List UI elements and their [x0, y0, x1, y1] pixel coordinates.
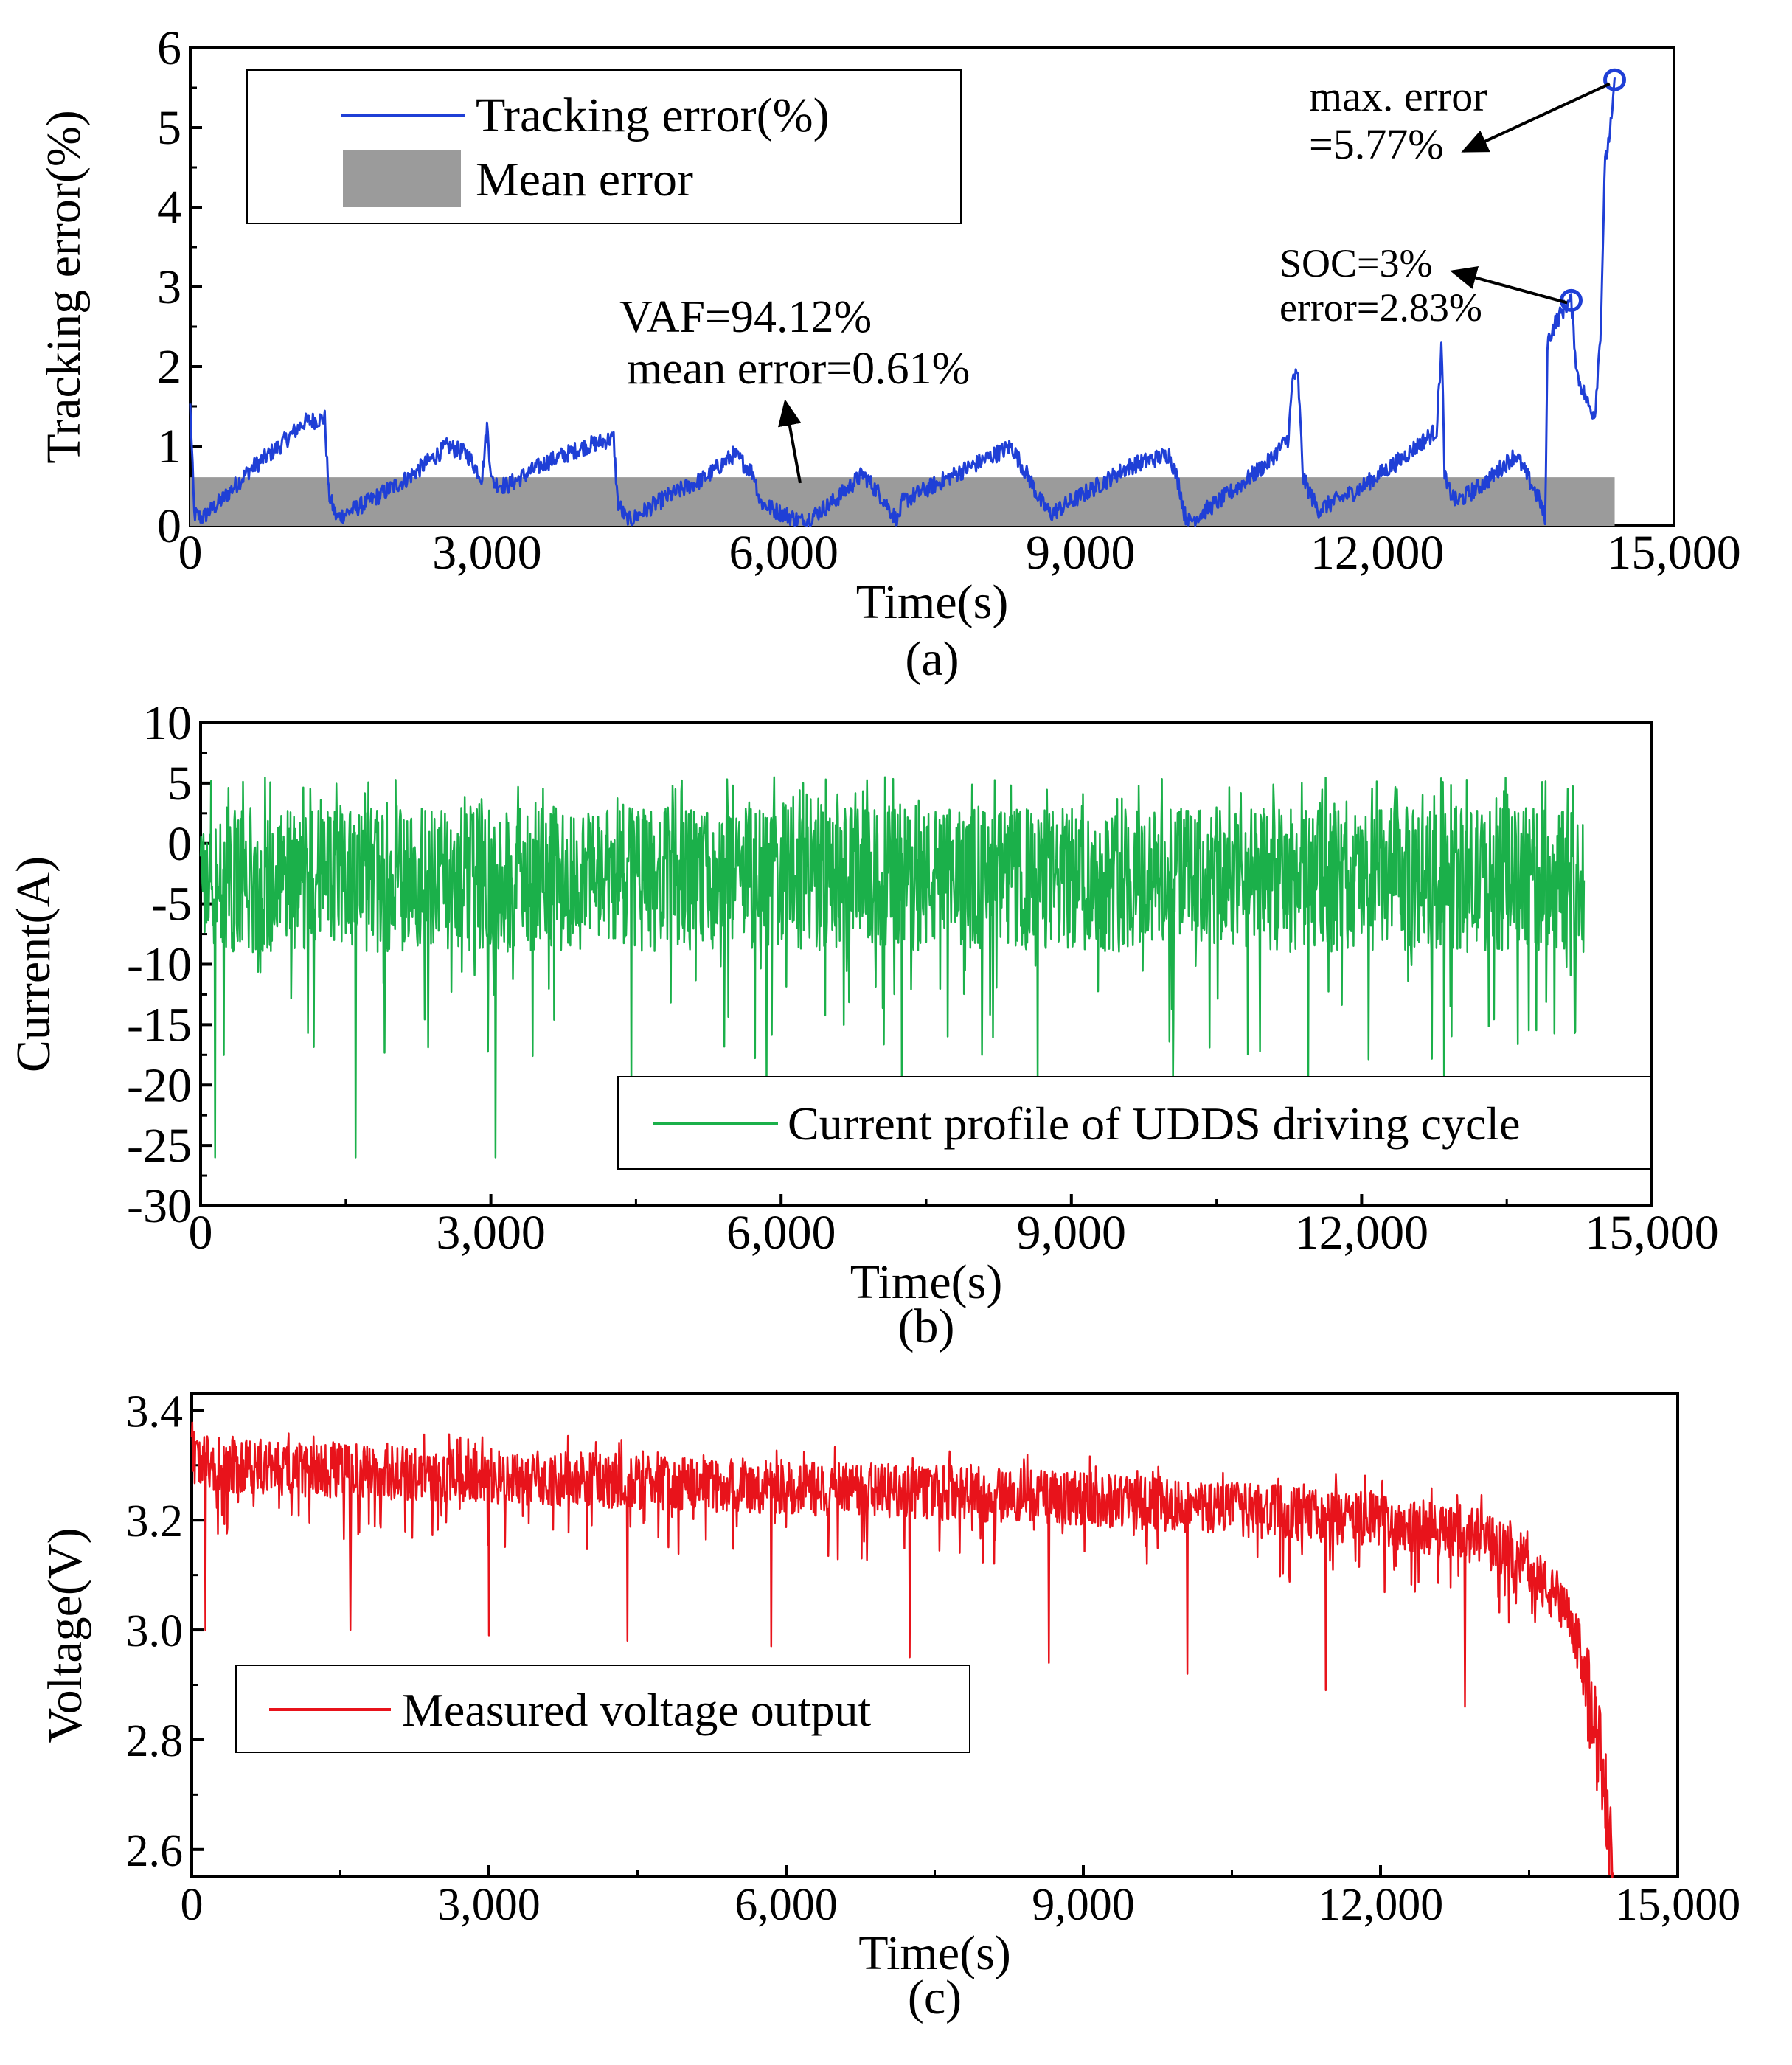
y-tick-label: -5: [151, 878, 192, 931]
panel-caption: (b): [898, 1299, 955, 1353]
x-tick-label: 9,000: [1017, 1206, 1127, 1260]
max-error-marker: [1603, 68, 1627, 91]
y-axis-label: Current(A): [7, 856, 60, 1072]
panel-a: 0 3,000 6,000 9,000 12,000 15,000 0 1 2 3 4 5 6 Time(…: [37, 21, 1741, 686]
y-tick-label: -25: [127, 1119, 192, 1173]
x-tick-label: 0: [181, 1880, 204, 1930]
annotation-vaf-line2: mean error=0.61%: [627, 344, 970, 394]
y-tick-label: 5: [167, 757, 192, 811]
y-tick-label: 3.2: [126, 1496, 184, 1547]
x-tick-label: 9,000: [1026, 526, 1136, 580]
x-axis-label: Time(s): [858, 1926, 1011, 1980]
panel-caption: (a): [905, 632, 959, 686]
panel-b: 0 3,000 6,000 9,000 12,000 15,000 -30 -25 -20 -15…: [7, 696, 1719, 1353]
annotation-soc-line1: SOC=3%: [1279, 241, 1432, 285]
y-tick-label: 6: [157, 21, 181, 75]
y-tick-label: 10: [143, 696, 192, 750]
legend-swatch-mean: [343, 150, 461, 207]
x-tick-label: 6,000: [729, 526, 839, 580]
y-tick-label: -10: [127, 938, 192, 992]
voltage-line: [190, 1421, 1614, 1879]
y-tick-label: 4: [157, 181, 181, 235]
tracking-error-line: [189, 77, 1616, 527]
annotation-max-error-line2: =5.77%: [1309, 120, 1444, 168]
x-tick-label: 15,000: [1607, 526, 1741, 580]
y-axis-label: Tracking error(%): [37, 110, 91, 464]
y-tick-label: -20: [127, 1058, 192, 1112]
x-tick-label: 9,000: [1032, 1880, 1135, 1930]
x-axis-label: Time(s): [850, 1255, 1003, 1309]
x-tick-label: 0: [178, 526, 203, 580]
x-tick-label: 3,000: [436, 1206, 546, 1260]
legend-box: [617, 1076, 1651, 1170]
x-tick-label: 15,000: [1585, 1206, 1719, 1260]
annotation-max-error-line1: max. error: [1309, 72, 1487, 120]
y-tick-label: 3.0: [126, 1606, 184, 1656]
x-tick-label: 6,000: [726, 1206, 836, 1260]
panel-c: 0 3,000 6,000 9,000 12,000 15,000 2.6 2.8 3.0 3.2…: [38, 1386, 1740, 2024]
y-tick-label: 2.6: [126, 1826, 184, 1876]
legend-label-mean: Mean error: [476, 153, 693, 206]
panel-caption: (c): [908, 1971, 962, 2024]
x-tick-label: 0: [189, 1206, 213, 1260]
x-tick-label: 15,000: [1615, 1880, 1741, 1930]
legend-label-tracking: Tracking error(%): [476, 88, 830, 142]
y-tick-label: 0: [167, 817, 192, 871]
x-tick-label: 12,000: [1318, 1880, 1444, 1930]
legend-label-voltage: Measured voltage output: [402, 1684, 872, 1736]
annotation-soc-line2: error=2.83%: [1279, 285, 1482, 330]
y-tick-label: -15: [127, 998, 192, 1052]
x-tick-label: 12,000: [1295, 1206, 1429, 1260]
x-tick-label: 3,000: [432, 526, 542, 580]
arrow-max-error: [1461, 82, 1611, 153]
x-tick-label: 6,000: [734, 1880, 838, 1930]
y-tick-label: -30: [127, 1179, 192, 1233]
arrow-soc: [1450, 266, 1568, 305]
legend-label-current: Current profile of UDDS driving cycle: [788, 1097, 1521, 1150]
y-tick-label: 2.8: [126, 1716, 184, 1766]
y-tick-label: 0: [157, 499, 181, 553]
y-tick-label: 5: [157, 101, 181, 155]
arrow-mean-error: [777, 399, 802, 484]
mean-error-band: [190, 477, 1615, 526]
current-line: [199, 776, 1586, 1159]
x-tick-label: 3,000: [437, 1880, 541, 1930]
y-axis-label: Voltage(V): [38, 1527, 92, 1743]
annotation-vaf-line1: VAF=94.12%: [619, 292, 872, 342]
y-tick-label: 1: [157, 420, 181, 473]
x-axis-label: Time(s): [856, 575, 1009, 629]
y-tick-label: 3.4: [126, 1386, 184, 1437]
x-tick-label: 12,000: [1310, 526, 1445, 580]
y-tick-label: 3: [157, 260, 181, 314]
y-tick-label: 2: [157, 340, 181, 394]
